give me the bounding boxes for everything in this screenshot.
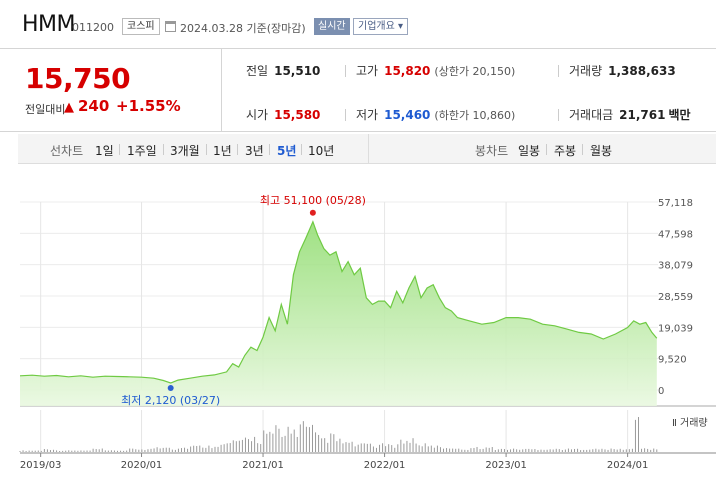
stat-value: 1,388,633 <box>608 64 676 78</box>
volume-legend: 거래량 <box>680 417 708 429</box>
change-value: 240 <box>78 97 110 115</box>
x-axis-ticks: 2019/03 2020/01 2021/01 2022/01 2023/01 2024/… <box>20 453 649 471</box>
period-3y[interactable]: 3년 <box>245 144 264 158</box>
x-tick-label: 2020/01 <box>121 460 163 471</box>
divider <box>345 109 346 121</box>
x-tick-label: 2022/01 <box>364 460 406 471</box>
stat-amount: 거래대금 21,761 백만 <box>569 106 691 123</box>
divider <box>345 65 346 77</box>
divider <box>546 144 547 155</box>
y-tick-label: 38,079 <box>658 261 693 272</box>
price-summary: 15,750 전일대비 ▲ 240 +1.55% <box>0 49 222 131</box>
stat-value: 15,580 <box>274 108 321 122</box>
period-1y[interactable]: 1년 <box>213 144 232 158</box>
line-chart-label: 선차트 <box>50 144 84 158</box>
candle-monthly[interactable]: 월봉 <box>590 144 613 158</box>
y-tick-label: 0 <box>658 386 664 397</box>
max-annotation: 최고 51,100 (05/28) <box>260 194 366 207</box>
stat-label: 전일 <box>246 64 269 78</box>
price-chart[interactable]: 57,118 47,598 38,079 28,559 19,039 9,520 0 201… <box>0 190 716 480</box>
calendar-icon <box>165 21 176 32</box>
stat-open: 시가 15,580 <box>246 106 320 123</box>
realtime-button[interactable]: 실시간 <box>314 18 350 35</box>
divider <box>237 144 238 155</box>
min-annotation: 최저 2,120 (03/27) <box>121 394 220 407</box>
upper-limit: (상한가 20,150) <box>434 65 516 78</box>
divider <box>368 134 369 164</box>
y-tick-label: 57,118 <box>658 198 693 209</box>
period-1w[interactable]: 1주일 <box>127 144 157 158</box>
divider <box>582 144 583 155</box>
y-tick-label: 19,039 <box>658 323 693 334</box>
period-5y[interactable]: 5년 <box>277 144 297 158</box>
period-1d[interactable]: 1일 <box>95 144 114 158</box>
stat-label: 고가 <box>356 64 379 78</box>
stock-header: HMM 011200 코스피 2024.03.28 기준(장마감) 실시간 기업… <box>0 0 716 48</box>
period-bar: 선차트 1일 1주일 3개월 1년 3년 5년 10년 봉차트 일봉 주봉 월봉 <box>18 134 716 164</box>
y-tick-label: 47,598 <box>658 229 693 240</box>
divider <box>558 109 559 121</box>
x-tick-label: 2024/01 <box>607 460 649 471</box>
period-3m[interactable]: 3개월 <box>170 144 200 158</box>
stat-label: 저가 <box>356 108 379 122</box>
up-arrow-icon: ▲ <box>64 100 74 115</box>
min-point-marker <box>167 385 174 392</box>
amount-unit: 백만 <box>668 108 691 122</box>
volume-legend-icon: Ⅱ <box>672 418 677 429</box>
stock-name: HMM <box>22 12 76 37</box>
market-badge: 코스피 <box>122 18 160 35</box>
x-tick-label: 2023/01 <box>485 460 527 471</box>
stat-value: 21,761 <box>619 108 666 122</box>
period-10y[interactable]: 10년 <box>308 144 335 158</box>
chart-svg: 57,118 47,598 38,079 28,559 19,039 9,520 0 201… <box>19 194 716 471</box>
current-price: 15,750 <box>25 62 131 95</box>
price-panel: 15,750 전일대비 ▲ 240 +1.55% 전일 15,510 고가 15,8… <box>0 48 716 132</box>
candle-weekly[interactable]: 주봉 <box>554 144 577 158</box>
y-axis-ticks: 57,118 47,598 38,079 28,559 19,039 9,520 0 <box>658 198 693 397</box>
stat-label: 거래대금 <box>569 108 614 122</box>
stock-code: 011200 <box>72 21 114 34</box>
y-tick-label: 9,520 <box>658 355 687 366</box>
y-tick-label: 28,559 <box>658 292 693 303</box>
change-label: 전일대비 <box>25 103 66 116</box>
stat-high: 고가 15,820 (상한가 20,150) <box>356 62 515 79</box>
divider <box>558 65 559 77</box>
date-text: 2024.03.28 기준(장마감) <box>180 22 306 35</box>
candle-daily[interactable]: 일봉 <box>518 144 541 158</box>
stat-low: 저가 15,460 (하한가 10,860) <box>356 106 515 123</box>
change-percent: +1.55% <box>116 97 181 115</box>
price-area <box>20 221 657 406</box>
divider <box>163 144 164 155</box>
stat-label: 시가 <box>246 108 269 122</box>
volume-bars <box>19 417 658 452</box>
stat-volume: 거래량 1,388,633 <box>569 62 676 79</box>
candle-chart-label: 봉차트 <box>475 144 509 158</box>
max-point-marker <box>309 209 316 216</box>
divider <box>301 144 302 155</box>
stat-value: 15,510 <box>274 64 321 78</box>
company-info-dropdown[interactable]: 기업개요 ▾ <box>353 18 408 35</box>
lower-limit: (하한가 10,860) <box>434 109 516 122</box>
stat-value: 15,820 <box>384 64 431 78</box>
stat-value: 15,460 <box>384 108 431 122</box>
stat-label: 거래량 <box>569 64 603 78</box>
x-tick-label: 2021/01 <box>242 460 284 471</box>
price-line <box>19 220 658 384</box>
stat-prev-close: 전일 15,510 <box>246 62 320 79</box>
divider <box>206 144 207 155</box>
x-tick-label: 2019/03 <box>20 460 62 471</box>
divider <box>269 144 270 155</box>
divider <box>119 144 120 155</box>
